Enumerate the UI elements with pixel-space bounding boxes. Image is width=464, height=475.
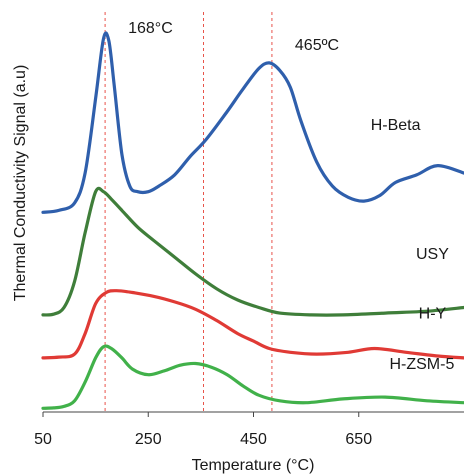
x-tick-label: 450: [240, 431, 267, 448]
series-line-h-y: [41, 289, 464, 360]
x-tick-label: 50: [34, 431, 52, 448]
series-line-usy: [41, 186, 464, 317]
x-tick-label: 250: [135, 431, 162, 448]
x-axis-title: Temperature (°C): [192, 457, 315, 474]
series-label-h-zsm-5: H-ZSM-5: [389, 356, 454, 373]
series-line-h-zsm-5: [41, 344, 464, 410]
series-label-usy: USY: [416, 246, 449, 263]
peak-annotation-1: 168°C: [128, 20, 173, 37]
series-label-h-y: H-Y: [419, 306, 447, 323]
series-line-h-beta: [41, 31, 464, 214]
reference-lines: [104, 12, 273, 412]
peak-annotation-2: 465ºC: [295, 37, 339, 54]
y-axis-title: Thermal Conductivity Signal (a.u): [12, 65, 29, 302]
x-tick-label: 650: [345, 431, 372, 448]
labels-layer: H-Beta USY H-Y H-ZSM-5 168°C 465ºC: [128, 20, 454, 373]
x-axis-ticks: 50 250 450 650: [34, 412, 372, 448]
series-layer: [41, 31, 464, 410]
series-label-h-beta: H-Beta: [371, 117, 421, 134]
